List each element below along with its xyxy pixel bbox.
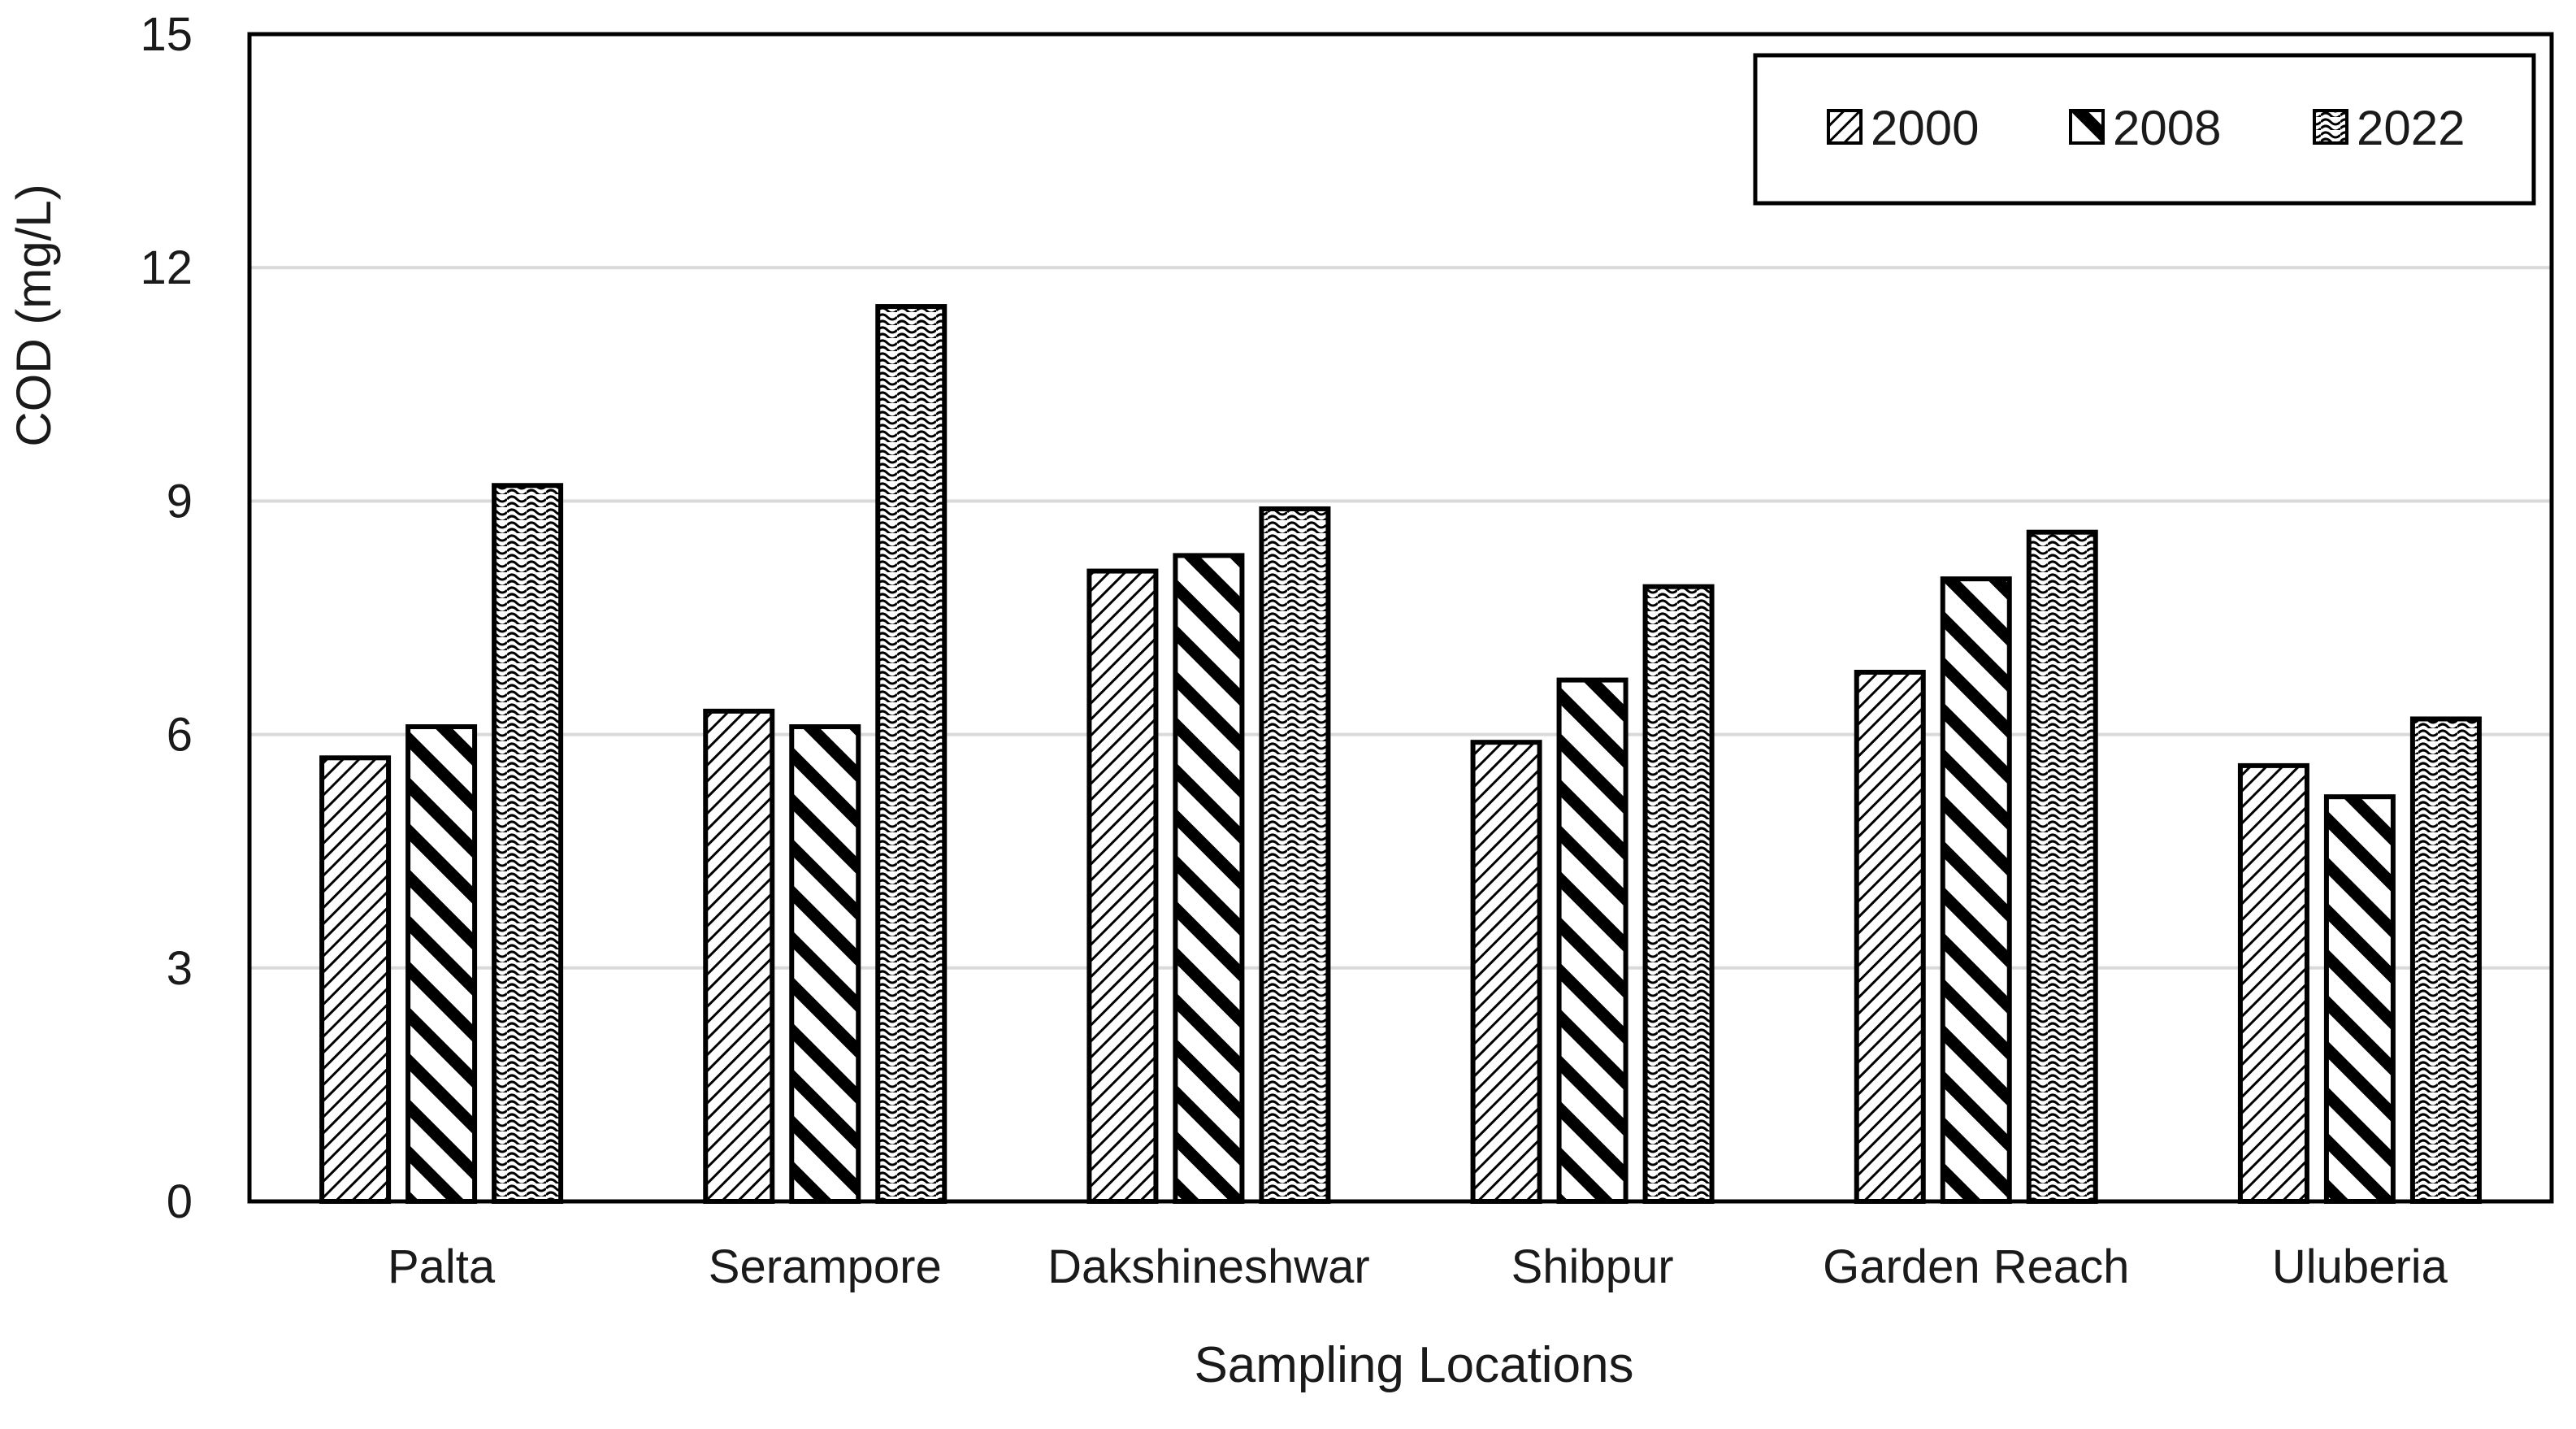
bar-2022-shibpur (1642, 584, 1715, 1204)
bar-2022-uluberia (2409, 716, 2482, 1204)
plot-frame (247, 32, 2554, 1204)
bar-2008-shibpur (1556, 677, 1628, 1204)
bar-2000-uluberia (2237, 762, 2309, 1204)
legend-label: 2000 (1871, 101, 1979, 155)
y-tick-label: 6 (167, 709, 193, 762)
bar-2008-uluberia (2323, 794, 2396, 1204)
y-tick-label: 15 (140, 8, 193, 61)
y-tick-label: 12 (140, 241, 193, 294)
bar-2000-shibpur (1470, 740, 1542, 1204)
legend: 2000 2008 2022 (1753, 53, 2536, 206)
bar-2000-dakshineshwar (1086, 568, 1159, 1204)
bar-2000-serampore (703, 708, 775, 1204)
gridlines (249, 266, 2552, 970)
bar-2008-palta (405, 724, 478, 1204)
legend-swatch-2000 (1827, 109, 1863, 145)
x-tick-label: Garden Reach (1823, 1240, 2129, 1293)
y-tick-label: 0 (167, 1175, 193, 1228)
x-tick-label: Dakshineshwar (1047, 1240, 1370, 1293)
bar-2022-serampore (875, 304, 948, 1205)
legend-label: 2022 (2357, 101, 2465, 155)
bar-2000-palta (319, 755, 392, 1204)
x-tick-label: Uluberia (2272, 1240, 2448, 1293)
bar-2008-garden-reach (1940, 576, 2012, 1204)
bar-2022-palta (492, 483, 564, 1204)
x-tick-label: Shibpur (1511, 1240, 1674, 1293)
bar-2008-dakshineshwar (1173, 553, 1245, 1204)
legend-label: 2008 (2113, 101, 2221, 155)
x-tick-label: Serampore (709, 1240, 942, 1293)
legend-box (1753, 53, 2536, 206)
bars (319, 304, 2482, 1205)
x-axis-label: Sampling Locations (1194, 1337, 1633, 1393)
x-tick-label: Palta (388, 1240, 496, 1293)
legend-swatch-2022 (2313, 109, 2348, 145)
y-tick-label: 9 (167, 475, 193, 528)
bar-2000-garden-reach (1854, 670, 1926, 1204)
bar-2022-garden-reach (2026, 529, 2098, 1204)
y-tick-label: 3 (167, 942, 193, 995)
y-axis-label: COD (mg/L) (7, 184, 61, 446)
bar-2022-dakshineshwar (1259, 506, 1331, 1204)
axes: 0 3 6 9 12 15 Palta Serampore Dakshineshwar Shibp… (140, 8, 2554, 1293)
legend-swatch-2008 (2069, 109, 2105, 145)
bar-2008-serampore (789, 724, 861, 1204)
